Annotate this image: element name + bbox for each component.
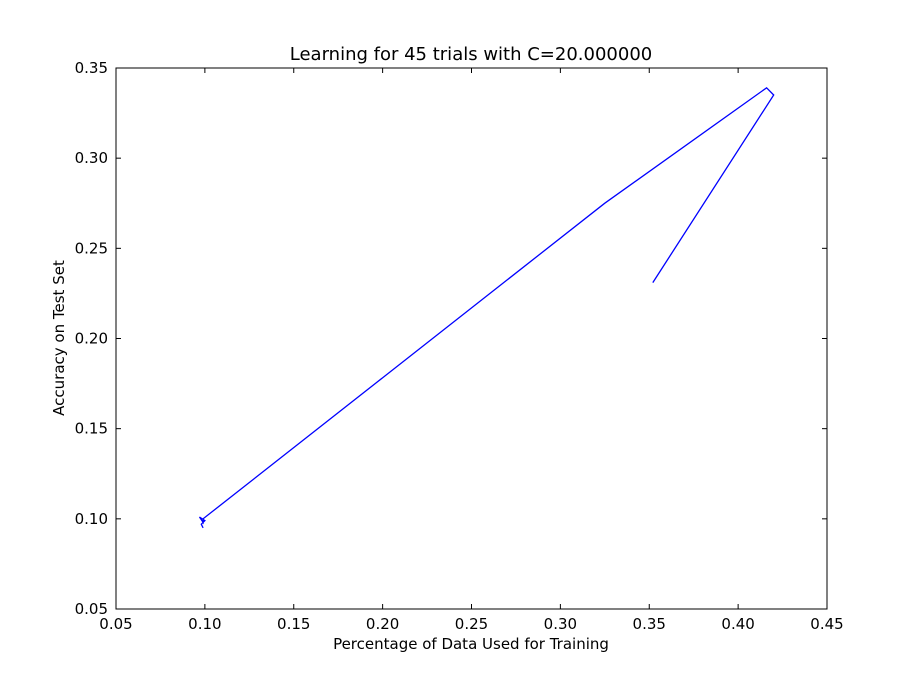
x-tick-label: 0.05 [99, 615, 132, 633]
y-tick-label: 0.30 [75, 149, 108, 167]
x-tick-label: 0.10 [188, 615, 221, 633]
chart-title: Learning for 45 trials with C=20.000000 [290, 44, 652, 65]
x-tick-label: 0.25 [455, 615, 488, 633]
y-tick-label: 0.10 [75, 510, 108, 528]
y-axis-title: Accuracy on Test Set [50, 260, 68, 416]
y-tick-label: 0.15 [75, 420, 108, 438]
x-tick-label: 0.20 [366, 615, 399, 633]
x-tick-label: 0.40 [721, 615, 754, 633]
plot-frame [115, 67, 828, 610]
x-tick-label: 0.35 [633, 615, 666, 633]
y-tick-label: 0.20 [75, 330, 108, 348]
series-line-0 [198, 86, 775, 529]
x-tick-label: 0.15 [277, 615, 310, 633]
y-tick-label: 0.05 [75, 600, 108, 618]
plot-area: 0.05 0.10 0.15 0.20 0.25 0.30 0.35 0.40 0.45 0.05… [75, 59, 844, 633]
y-tick-label: 0.25 [75, 239, 108, 257]
x-tick-label: 0.30 [544, 615, 577, 633]
y-tick-label: 0.35 [75, 59, 108, 77]
x-tick-label: 0.45 [810, 615, 843, 633]
x-axis-title: Percentage of Data Used for Training [333, 635, 609, 653]
